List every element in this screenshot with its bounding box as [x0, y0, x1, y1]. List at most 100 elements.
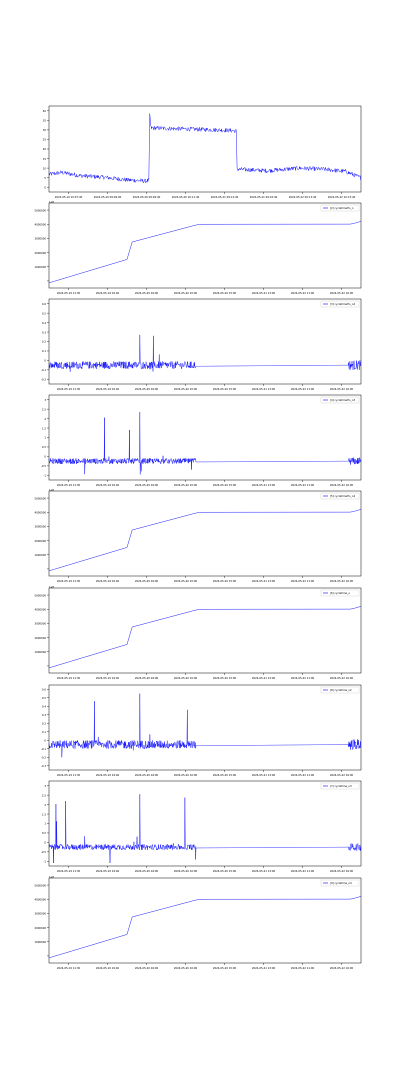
x-tick-label: 2024-05-20 04:00: [135, 291, 159, 295]
y-tick-label: 2000000: [34, 926, 46, 930]
x-tick-label: 2024-05-20 15:00: [213, 483, 237, 487]
x-tick-label: 2024-05-22 16:00: [330, 773, 354, 777]
x-tick-label: 2024-05-22 11:00: [291, 291, 315, 295]
x-tick-label: 2024-05-22 16:00: [330, 291, 354, 295]
y-tick-label: 0.6: [42, 687, 46, 691]
x-tick-label: 2024-05-20 10:11:40: [172, 195, 200, 199]
y-tick-label: 0.3: [42, 330, 46, 334]
x-tick-label: 2024-05-20 15:00: [213, 387, 237, 391]
x-tick-label: 2024-05-22 16:00: [330, 869, 354, 873]
legend-label: [8] cycletime_o2: [330, 688, 352, 692]
offset-text: 1e8: [49, 489, 54, 492]
y-tick-label: 1: [44, 436, 46, 440]
y-tick-label: 0.1: [42, 730, 46, 734]
x-tick-label: 2024-05-19 19:40: [96, 773, 120, 777]
y-tick-label: 1.5: [42, 426, 46, 430]
chart-panel-2: 5000000 4000000 3000000 2000000 1000000 2024-…: [34, 201, 362, 295]
x-tick-label: 2024-05-19 19:40: [96, 966, 120, 970]
y-tick-label: 0.2: [42, 721, 46, 725]
series-line: [48, 113, 362, 184]
x-tick-label: 2024-05-19 11:30: [57, 966, 81, 970]
y-tick-label: 0: [44, 841, 46, 845]
chart-panel-5: 5000000 4000000 3000000 2000000 1000000 2024-…: [34, 489, 362, 583]
x-tick-label: 2024-05-22 09:13:40: [289, 195, 317, 199]
legend: [8] cycletime_o2: [320, 686, 360, 694]
x-tick-label: 2024-05-21 13:00: [252, 869, 276, 873]
x-tick-label: 2024-05-22 11:00: [291, 966, 315, 970]
y-tick-label: 2000000: [34, 539, 46, 543]
x-tick-label: 2024-05-22 16:00: [330, 387, 354, 391]
x-tick-label: 2024-05-20 10:00: [174, 869, 198, 873]
legend: [5] cycletimeHo_o4: [320, 492, 360, 500]
legend-label: [9] cycletime_o4: [330, 881, 352, 885]
x-tick-label: 2024-05-20 10:00: [174, 966, 198, 970]
y-tick-label: 5000000: [34, 496, 46, 500]
x-tick-label: 2024-05-22 16:00: [330, 966, 354, 970]
y-tick-label: 0.4: [42, 321, 46, 325]
x-tick-label: 2024-05-19 11:30: [57, 387, 81, 391]
y-tick-label: 3000000: [34, 912, 46, 916]
legend-label: [7] cycletime_o3: [330, 784, 352, 788]
series-line: [48, 509, 362, 572]
y-tick-label: -0.1: [41, 747, 46, 751]
x-tick-label: 2024-05-21 09:16:40: [250, 195, 278, 199]
x-tick-label: 2024-05-21 13:00: [252, 483, 276, 487]
x-tick-label: 2024-05-22 11:00: [291, 773, 315, 777]
legend: [2] cycletimeHo_o: [320, 204, 360, 212]
legend: [3] cycletimeHo_o2: [320, 300, 360, 308]
x-tick-label: 2024-05-20 15:00: [213, 869, 237, 873]
y-tick-label: 0.6: [42, 302, 46, 306]
x-tick-label: 2024-05-19 11:30: [57, 773, 81, 777]
y-tick-label: 0.5: [42, 445, 46, 449]
x-tick-label: 2024-05-19 19:40: [96, 676, 120, 680]
y-tick-label: 0.3: [42, 713, 46, 717]
y-tick-label: 3: [44, 784, 46, 788]
chart-panel-3: 0.6 0.5 0.4 0.3 0.2 0.1 0 -0.1 -0.2 2024-05-19 11…: [41, 298, 362, 391]
y-tick-label: 2000000: [34, 636, 46, 640]
y-tick-label: 4000000: [34, 510, 46, 514]
x-tick-label: 2024-05-22 11:00: [291, 387, 315, 391]
x-tick-label: 2024-05-20 04:00: [135, 387, 159, 391]
x-tick-label: 2024-05-22 16:00: [330, 676, 354, 680]
y-tick-label: 0: [44, 738, 46, 742]
x-tick-label: 2024-05-21 09:12:40: [211, 195, 239, 199]
y-tick-label: 0.5: [42, 831, 46, 835]
x-tick-label: 2024-05-19 11:30: [57, 579, 81, 583]
legend: [6] cycletime_o: [320, 589, 360, 597]
y-tick-label: 0.5: [42, 311, 46, 315]
x-tick-label: 2024-05-21 13:00: [252, 291, 276, 295]
y-tick-label: 4000000: [34, 607, 46, 611]
x-tick-label: 2024-05-20 10:00: [174, 579, 198, 583]
plot-frame: [48, 684, 362, 771]
y-tick-label: 2.5: [42, 793, 46, 797]
y-tick-label: 25: [43, 138, 47, 142]
x-tick-label: 2024-05-19 11:30: [57, 291, 81, 295]
x-tick-label: 2024-05-19 11:30: [57, 483, 81, 487]
x-tick-label: 2024-05-21 13:00: [252, 387, 276, 391]
y-tick-label: 3000000: [34, 237, 46, 241]
y-tick-label: 5000000: [34, 883, 46, 887]
series-line: [48, 794, 362, 864]
x-tick-label: 2024-05-20 15:00: [213, 676, 237, 680]
x-tick-label: 2024-05-20 10:00: [174, 483, 198, 487]
plot-frame: [48, 877, 362, 964]
x-tick-label: 2024-05-20 15:00: [213, 579, 237, 583]
plot-frame: [48, 394, 362, 481]
x-tick-label: 2024-05-21 13:00: [252, 676, 276, 680]
y-tick-label: 5000000: [34, 593, 46, 597]
x-tick-label: 2024-05-21 13:00: [252, 579, 276, 583]
x-tick-label: 2024-05-20 09:09:00: [94, 195, 122, 199]
y-tick-label: -0.5: [41, 464, 46, 468]
x-tick-label: 2024-05-22 16:00: [330, 579, 354, 583]
series-line: [48, 606, 362, 669]
x-tick-label: 2024-05-20 04:00: [135, 773, 159, 777]
legend: [7] cycletime_o3: [320, 782, 360, 790]
x-tick-label: 2024-05-19 11:30: [57, 869, 81, 873]
y-tick-label: 1000000: [34, 940, 46, 944]
offset-text: 1e8: [49, 586, 54, 589]
y-tick-label: 0.2: [42, 340, 46, 344]
legend-label: [3] cycletimeHo_o2: [330, 302, 355, 306]
y-tick-label: 5000000: [34, 208, 46, 212]
y-tick-label: 5: [44, 176, 46, 180]
